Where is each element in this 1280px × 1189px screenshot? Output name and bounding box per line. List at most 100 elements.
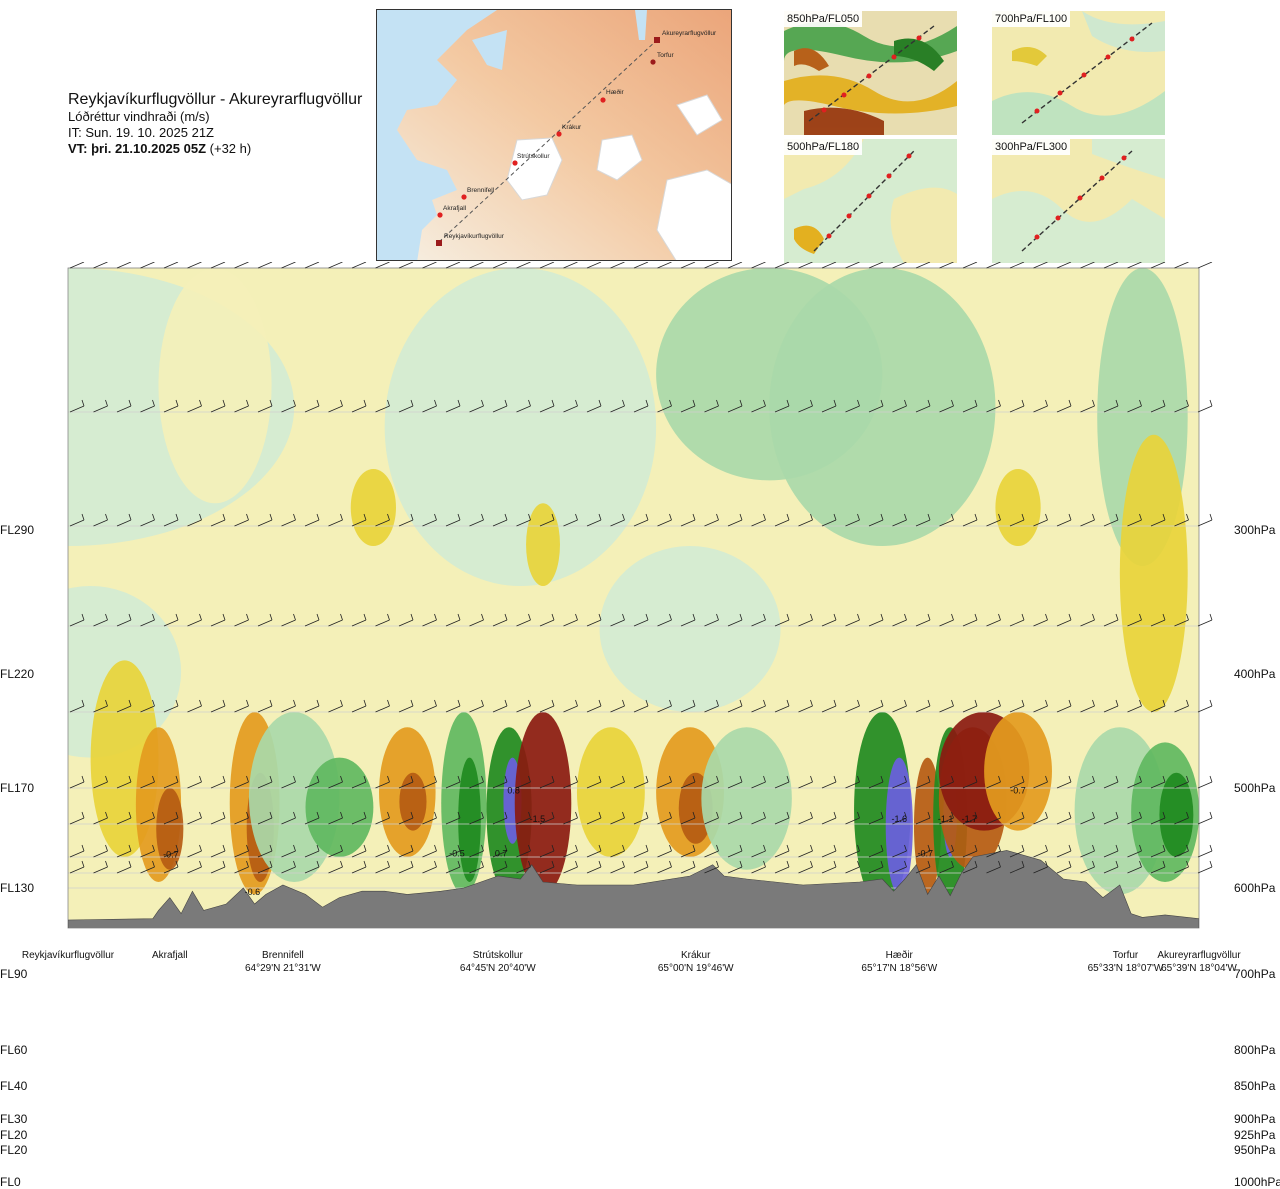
- panel-300hpa: 300hPa/FL300: [992, 139, 1165, 263]
- wind-barb: [1150, 775, 1166, 789]
- wind-barb: [751, 811, 766, 825]
- terrain-shape: [68, 850, 1199, 928]
- wind-barb: [610, 613, 625, 627]
- wind-barb: [774, 811, 790, 825]
- wind-barb: [281, 255, 296, 269]
- wind-barb: [845, 775, 860, 789]
- wind-barb: [1103, 699, 1119, 713]
- wind-barb: [939, 255, 954, 269]
- field-blob: [350, 469, 396, 546]
- wind-barb: [234, 844, 249, 858]
- wind-barb: [845, 255, 860, 269]
- wind-barb: [868, 513, 884, 527]
- wind-barb: [774, 513, 790, 527]
- wind-barb: [915, 811, 931, 825]
- wind-barb: [727, 860, 743, 874]
- wind-barb: [892, 775, 907, 789]
- wind-barb: [751, 844, 766, 858]
- panel-label-850: 850hPa/FL050: [784, 11, 863, 27]
- wind-barb: [586, 399, 602, 413]
- hpa-label: 925hPa: [1234, 1128, 1276, 1142]
- wind-barb: [1009, 513, 1025, 527]
- wind-barb: [163, 844, 179, 858]
- value-label: 0.8: [507, 785, 520, 795]
- terrain-profile: [68, 850, 1199, 928]
- wind-barb: [939, 811, 954, 825]
- wind-barb: [69, 811, 85, 825]
- wind-barb: [281, 811, 296, 825]
- wind-barb: [304, 699, 320, 713]
- field-blob: [599, 546, 781, 712]
- wind-barb: [422, 811, 437, 825]
- panel-500hpa-graphic: [784, 139, 957, 263]
- wind-barb: [962, 399, 978, 413]
- wind-barb: [516, 699, 531, 713]
- wind-barb: [845, 844, 860, 858]
- wind-barb: [328, 613, 343, 627]
- fl-label: FL30: [0, 1112, 28, 1126]
- wind-barb: [680, 255, 696, 269]
- wind-barb: [892, 513, 907, 527]
- wind-barb: [774, 844, 790, 858]
- wind-barb: [1103, 613, 1119, 627]
- wind-barb: [328, 513, 343, 527]
- wind-barb: [1056, 775, 1072, 789]
- wind-barb: [234, 699, 249, 713]
- wind-barb: [1033, 399, 1048, 413]
- wind-barb: [234, 811, 249, 825]
- wind-barb: [1080, 844, 1095, 858]
- wind-barb: [845, 513, 860, 527]
- wind-barb: [422, 844, 437, 858]
- route-map: Akureyrarflugvöllur Torfur Hæðir Krákur …: [376, 9, 732, 261]
- station-name: Torfur: [1112, 950, 1139, 961]
- wind-barb: [892, 399, 907, 413]
- wind-barb: [774, 399, 790, 413]
- wind-barb: [140, 513, 155, 527]
- wind-barb: [657, 699, 672, 713]
- wind-barb: [539, 699, 555, 713]
- station-coord: 65°00'N 19°46'W: [657, 963, 734, 974]
- wind-barb: [610, 860, 625, 874]
- wind-barb: [1150, 613, 1166, 627]
- wind-barb: [93, 255, 108, 269]
- wind-barb: [962, 699, 978, 713]
- wind-barb: [93, 844, 108, 858]
- wind-barb: [304, 775, 320, 789]
- wind-barb: [93, 513, 108, 527]
- wind-barb: [163, 513, 179, 527]
- wind-barb: [93, 699, 108, 713]
- wind-barb: [140, 811, 155, 825]
- wind-barb: [116, 860, 132, 874]
- value-label: -0.7: [1010, 785, 1026, 795]
- wind-barb: [657, 399, 672, 413]
- panel-500hpa: 500hPa/FL180: [784, 139, 957, 263]
- wind-barb: [304, 255, 320, 269]
- wind-barb: [915, 699, 931, 713]
- wind-barb: [1080, 255, 1095, 269]
- wind-barb: [821, 255, 837, 269]
- wind-barb: [445, 860, 461, 874]
- wind-barb: [1197, 775, 1213, 789]
- wind-barb: [962, 255, 978, 269]
- wind-barb: [163, 613, 179, 627]
- wind-barb: [610, 699, 625, 713]
- wind-barb: [727, 255, 743, 269]
- wind-barb: [1150, 844, 1166, 858]
- wind-barb: [375, 844, 390, 858]
- wind-barb: [304, 399, 320, 413]
- wind-barb: [116, 513, 132, 527]
- map-label-brennifell: Brennifell: [467, 187, 495, 194]
- wind-barb: [821, 399, 837, 413]
- wind-barb: [328, 844, 343, 858]
- wind-barb: [1009, 699, 1025, 713]
- wind-barb: [680, 811, 696, 825]
- wind-barb: [1127, 513, 1142, 527]
- wind-barb: [69, 613, 85, 627]
- wind-barb: [1033, 513, 1048, 527]
- wind-barb: [469, 844, 484, 858]
- route-map-graphic: Akureyrarflugvöllur Torfur Hæðir Krákur …: [377, 10, 731, 260]
- wind-barb: [281, 699, 296, 713]
- wind-barb: [751, 613, 766, 627]
- wind-barb: [915, 613, 931, 627]
- wind-barb: [1174, 699, 1189, 713]
